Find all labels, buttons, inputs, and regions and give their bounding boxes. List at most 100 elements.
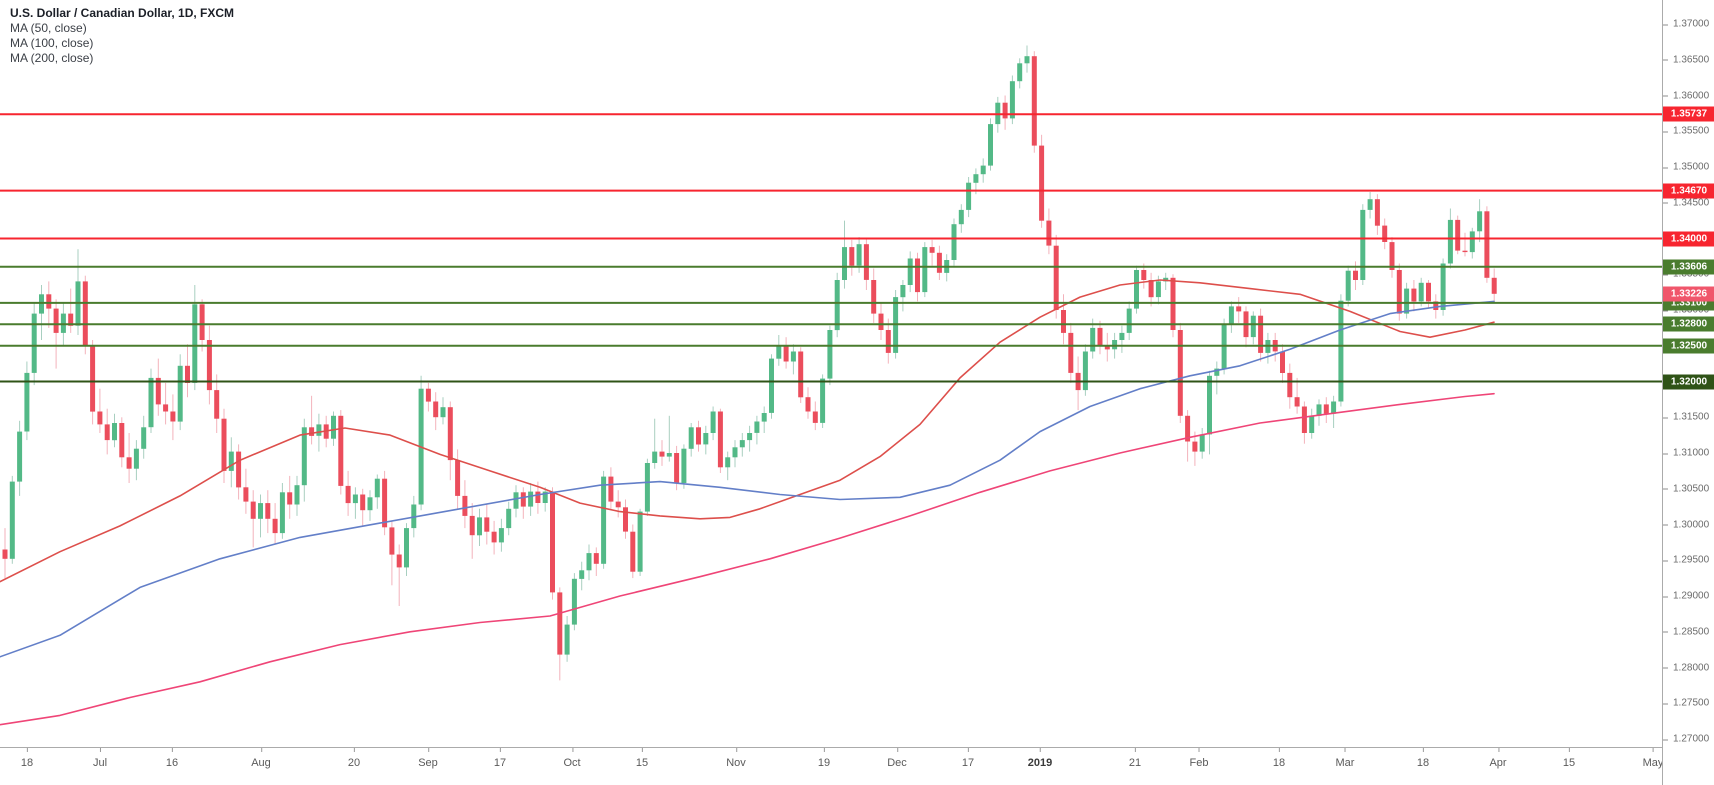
candle-down[interactable]: [309, 427, 315, 436]
candle-down[interactable]: [2, 549, 8, 559]
candle-down[interactable]: [119, 423, 125, 458]
candle-down[interactable]: [885, 330, 891, 353]
candle-down[interactable]: [104, 424, 110, 441]
candle-up[interactable]: [856, 244, 862, 266]
candle-down[interactable]: [1374, 199, 1380, 226]
candle-up[interactable]: [732, 447, 738, 458]
price-axis[interactable]: 1.37000 1.36500 1.36000 1.35500 1.35000 1.345…: [1662, 0, 1714, 747]
candle-down[interactable]: [1433, 301, 1439, 310]
candle-up[interactable]: [652, 451, 658, 463]
candle-up[interactable]: [703, 433, 709, 445]
candle-down[interactable]: [1301, 406, 1307, 434]
candle-up[interactable]: [688, 427, 694, 449]
candle-up[interactable]: [601, 476, 607, 564]
candle-down[interactable]: [236, 451, 242, 488]
candle-down[interactable]: [272, 518, 278, 534]
candle-up[interactable]: [776, 345, 782, 359]
candle-up[interactable]: [1447, 219, 1453, 264]
candle-up[interactable]: [988, 124, 993, 166]
candle-down[interactable]: [163, 404, 169, 412]
candle-down[interactable]: [1236, 306, 1242, 312]
candle-up[interactable]: [1477, 211, 1483, 232]
candle-up[interactable]: [1207, 375, 1212, 435]
candle-up[interactable]: [141, 427, 147, 449]
candle-down[interactable]: [82, 281, 88, 347]
candle-up[interactable]: [900, 285, 906, 298]
candle-up[interactable]: [564, 624, 570, 655]
candle-up[interactable]: [820, 378, 826, 423]
ma-50-line[interactable]: [0, 279, 1495, 583]
candle-down[interactable]: [812, 411, 818, 423]
candle-down[interactable]: [674, 453, 680, 483]
candle-down[interactable]: [1141, 270, 1147, 280]
candle-down[interactable]: [1097, 327, 1103, 346]
candle-up[interactable]: [973, 174, 979, 183]
candle-down[interactable]: [1484, 211, 1490, 278]
candle-up[interactable]: [258, 503, 263, 519]
candle-up[interactable]: [24, 372, 30, 432]
candle-up[interactable]: [148, 377, 154, 428]
candle-up[interactable]: [1367, 199, 1373, 210]
candle-up[interactable]: [1345, 270, 1351, 301]
candle-up[interactable]: [747, 433, 753, 441]
candle-up[interactable]: [769, 358, 774, 413]
candle-up[interactable]: [477, 517, 482, 536]
candle-up[interactable]: [681, 448, 687, 483]
candle-down[interactable]: [185, 365, 190, 383]
candle-down[interactable]: [1104, 345, 1110, 350]
indicator-ma200-label[interactable]: MA (200, close): [10, 51, 94, 65]
candle-down[interactable]: [338, 415, 344, 486]
candle-down[interactable]: [557, 592, 563, 655]
candle-down[interactable]: [462, 495, 468, 516]
candle-up[interactable]: [1009, 81, 1015, 119]
candle-down[interactable]: [68, 313, 74, 326]
candle-up[interactable]: [739, 440, 745, 448]
candle-up[interactable]: [374, 478, 380, 498]
candle-up[interactable]: [31, 313, 37, 373]
candle-down[interactable]: [1382, 225, 1388, 242]
candle-down[interactable]: [491, 531, 497, 543]
candle-down[interactable]: [915, 258, 920, 293]
candle-up[interactable]: [404, 528, 409, 568]
candle-down[interactable]: [250, 501, 256, 519]
candle-up[interactable]: [1331, 401, 1337, 414]
candle-down[interactable]: [1280, 351, 1285, 374]
candle-up[interactable]: [1338, 300, 1344, 402]
candle-down[interactable]: [608, 476, 614, 502]
candle-up[interactable]: [1119, 332, 1125, 340]
candle-up[interactable]: [1199, 434, 1205, 452]
candle-down[interactable]: [265, 503, 271, 519]
candle-down[interactable]: [1323, 404, 1329, 414]
candle-down[interactable]: [389, 527, 395, 555]
candle-up[interactable]: [1082, 351, 1088, 391]
candle-down[interactable]: [221, 418, 227, 471]
candle-up[interactable]: [834, 280, 840, 331]
ma-100-line[interactable]: [0, 300, 1495, 658]
candle-down[interactable]: [1426, 282, 1431, 302]
candle-up[interactable]: [1469, 231, 1475, 253]
candle-down[interactable]: [1258, 315, 1264, 353]
candle-up[interactable]: [192, 304, 198, 383]
candle-down[interactable]: [1039, 145, 1045, 221]
candle-up[interactable]: [1214, 368, 1220, 376]
candle-down[interactable]: [484, 517, 490, 532]
candle-down[interactable]: [863, 244, 869, 280]
candle-up[interactable]: [506, 508, 512, 529]
candle-down[interactable]: [360, 494, 366, 511]
candle-down[interactable]: [433, 401, 439, 418]
candle-up[interactable]: [725, 457, 731, 468]
candle-down[interactable]: [630, 531, 636, 572]
candle-up[interactable]: [586, 553, 592, 571]
candle-down[interactable]: [717, 411, 723, 468]
candle-up[interactable]: [579, 570, 585, 579]
candle-up[interactable]: [761, 413, 767, 422]
candle-down[interactable]: [1053, 245, 1059, 310]
candle-down[interactable]: [929, 247, 935, 253]
chart-canvas[interactable]: [0, 0, 1662, 747]
candle-down[interactable]: [1192, 441, 1198, 452]
indicator-ma100-label[interactable]: MA (100, close): [10, 36, 94, 50]
candle-down[interactable]: [1389, 242, 1395, 270]
candle-down[interactable]: [520, 492, 526, 507]
candle-down[interactable]: [46, 294, 52, 309]
candle-up[interactable]: [352, 494, 358, 504]
